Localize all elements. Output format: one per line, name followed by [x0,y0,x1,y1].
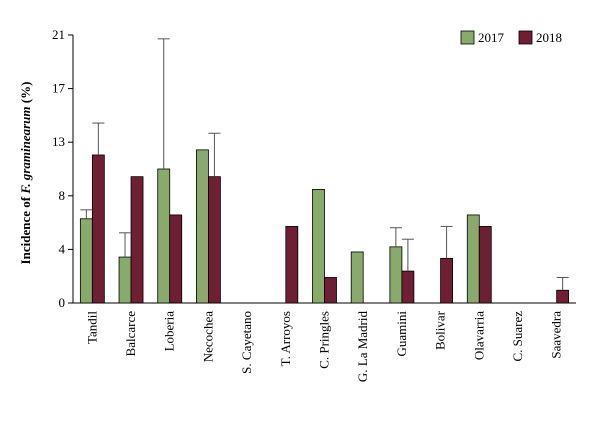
bar-2017 [79,218,93,304]
x-tick-label: C. Pringles [317,311,332,369]
y-axis-title-prefix: Incidence of [18,194,33,265]
bar-2018 [169,214,183,304]
bar-2018 [556,289,570,304]
y-axis-title-species: F. graminearum [18,106,33,194]
bar-2018 [478,226,492,304]
y-tick-label: 21 [52,27,65,42]
x-tick-label: G. La Madrid [355,311,370,383]
bar-2018 [130,176,144,304]
x-tick-label: Tandil [84,311,99,344]
legend-swatch-2017 [460,30,475,45]
bar-2017 [196,149,209,304]
x-tick-label: Olavarria [471,311,486,360]
x-tick-label: Guamini [394,311,409,357]
y-axis-title-unit: (%) [18,82,33,107]
error-bars [80,38,569,291]
legend-swatch-2018 [518,30,533,45]
x-tick-label: Balcarce [123,311,138,357]
bar-2017 [389,246,403,304]
y-tick-label: 4 [59,241,66,256]
y-tick-label: 17 [52,81,66,96]
bar-2018 [208,176,221,304]
bar-2017 [466,214,480,304]
x-tick-label: Saavedra [549,311,564,359]
bar-2017 [350,251,364,304]
bar-2017 [157,168,171,304]
x-tick-labels: Tandil Balcarce Loberia Necochea S. Cayetano… [84,310,563,382]
bar-2017 [118,256,132,304]
bar-2018 [285,226,299,304]
x-tick-label: Necochea [200,311,215,362]
bar-2018 [324,277,337,304]
bar-2018 [91,154,105,304]
y-ticks: 0 4 8 13 17 21 [52,27,73,310]
legend: 2017 2018 [460,30,562,45]
bar-2018 [401,270,415,304]
y-tick-label: 13 [52,134,65,149]
x-tick-label: Loberia [162,311,177,352]
bar-2017 [312,189,325,304]
y-tick-label: 0 [59,295,66,310]
x-tick-label: C. Suarez [510,311,525,362]
bars [79,149,570,304]
legend-label-2017: 2017 [478,30,505,45]
x-tick-label: T. Arroyos [278,311,293,366]
legend-label-2018: 2018 [536,30,562,45]
x-tick-label: Bolivar [433,310,448,350]
y-axis-title: Incidence of F. graminearum (%) [18,82,33,265]
y-tick-label: 8 [59,188,66,203]
bar-2018 [440,257,453,304]
x-tick-label: S. Cayetano [239,311,254,374]
